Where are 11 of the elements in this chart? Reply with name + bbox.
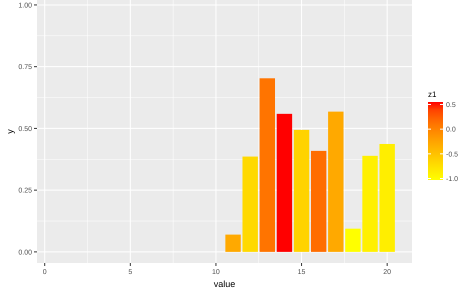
bar	[294, 130, 310, 252]
bar	[276, 114, 292, 252]
x-axis-title: value	[214, 279, 236, 289]
bar	[242, 156, 258, 252]
bar	[225, 234, 241, 252]
bar	[345, 228, 361, 252]
y-axis-title: y	[5, 128, 15, 134]
color-bar-title: z1	[428, 90, 437, 99]
bar	[310, 150, 326, 252]
bar	[260, 78, 276, 252]
bar	[328, 112, 344, 252]
